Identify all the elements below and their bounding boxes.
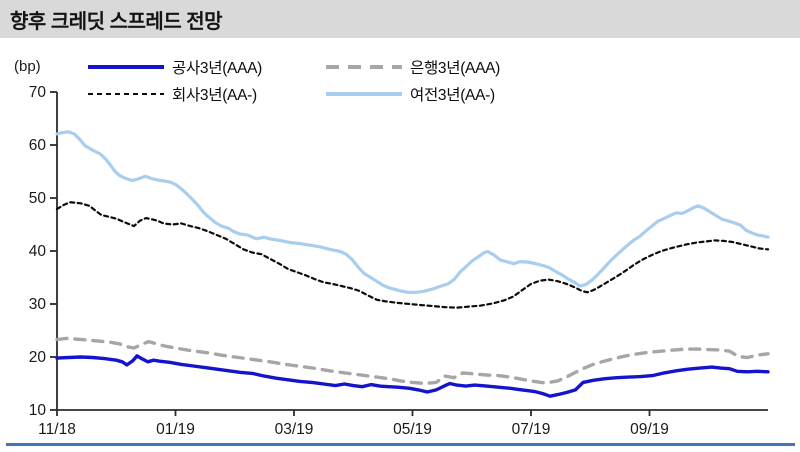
y-tick-label: 50 <box>29 190 47 207</box>
y-tick-label: 20 <box>29 349 47 366</box>
legend-item: 은행3년(AAA) <box>326 56 576 78</box>
y-tick-label: 70 <box>29 84 47 101</box>
legend-label: 은행3년(AAA) <box>410 60 501 77</box>
x-tick-label: 11/18 <box>38 421 76 438</box>
chart-title-bar: 향후 크레딧 스프레드 전망 <box>0 0 800 38</box>
legend-swatch-solid <box>88 65 164 69</box>
series-line-solid <box>55 130 770 294</box>
legend-item: 여전3년(AA-) <box>326 83 576 105</box>
legend-swatch-solid <box>326 92 402 96</box>
legend-label: 공사3년(AAA) <box>172 60 263 77</box>
legend-item: 공사3년(AAA) <box>88 56 326 78</box>
chart-title: 향후 크레딧 스프레드 전망 <box>10 10 223 33</box>
y-tick-label: 40 <box>29 243 47 260</box>
series-line-dash <box>55 336 770 386</box>
legend-label: 여전3년(AA-) <box>410 87 495 104</box>
legend-item: 회사3년(AA-) <box>88 83 326 105</box>
legend-swatch-dot <box>88 92 164 96</box>
x-tick-label: 07/19 <box>512 421 551 438</box>
bottom-divider-rule <box>6 443 795 446</box>
legend-swatch-dash <box>326 65 402 69</box>
x-tick-label: 09/19 <box>630 421 669 438</box>
legend-label: 회사3년(AA-) <box>172 87 257 104</box>
y-tick-label: 30 <box>29 296 47 313</box>
x-tick-label: 01/19 <box>156 421 195 438</box>
chart-legend: 공사3년(AAA) 은행3년(AAA) 회사3년(AA-) 여전3년(AA-) <box>88 56 576 105</box>
y-axis-unit-label: (bp) <box>14 58 41 75</box>
series-line-dot <box>55 201 770 309</box>
x-tick-label: 05/19 <box>393 421 432 438</box>
y-tick-label: 60 <box>29 137 47 154</box>
series-line-solid <box>55 354 770 398</box>
x-tick-label: 03/19 <box>275 421 314 438</box>
y-tick-label: 10 <box>29 402 47 419</box>
